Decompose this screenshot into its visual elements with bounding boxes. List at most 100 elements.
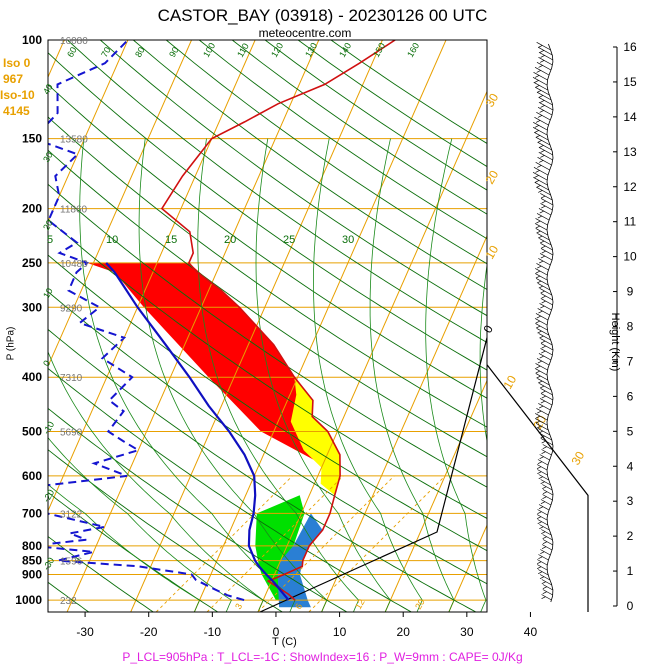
wind-barb (536, 564, 548, 571)
wind-barb-feather (542, 486, 547, 490)
height-label: 232 (60, 596, 77, 607)
wind-barb (540, 298, 553, 306)
height-label: 7310 (60, 373, 83, 384)
wind-barb (534, 181, 549, 191)
isotherm-slant-label: 0 (480, 322, 496, 335)
wind-barb-feather (535, 120, 541, 123)
wind-barb (538, 51, 554, 61)
isotherm-slant-label: 30 (568, 449, 587, 468)
dry-adiabat-line (48, 40, 348, 612)
wind-barb-feather (534, 80, 539, 83)
wind-barb (536, 278, 549, 286)
x-tick-label: 30 (460, 625, 474, 639)
wind-barb (539, 303, 552, 311)
wind-barb (536, 213, 550, 221)
wind-barb (537, 559, 548, 566)
wind-barb-feather (538, 571, 543, 575)
wind-barb (540, 243, 553, 251)
dry-adiabat-line (48, 40, 487, 612)
iso-minus10-value: 4145 (3, 104, 30, 118)
moist-adiabat-line (369, 138, 455, 612)
wind-barb (534, 273, 548, 281)
wind-barb-feather (540, 481, 545, 485)
wind-barb-feather (542, 541, 548, 545)
km-tick-label: 14 (623, 110, 637, 124)
wind-barb-feather (540, 100, 545, 103)
wind-barb-feather (536, 185, 541, 188)
wind-barb (538, 474, 549, 481)
isotherm-line (66, 40, 320, 612)
wind-barb-feather (537, 360, 542, 364)
dry-adiabat-line (48, 40, 487, 612)
wind-barb (534, 116, 549, 126)
wind-barb (537, 378, 550, 386)
wind-barb-feather (540, 551, 545, 555)
dry-adiabat-label: 150 (371, 41, 387, 59)
height-label: 1596 (60, 557, 83, 568)
wind-barb-feather (542, 586, 548, 590)
wind-barb-feather (541, 345, 546, 349)
height-label: 13580 (60, 135, 88, 146)
wind-barb-feather (536, 566, 542, 570)
km-tick-label: 13 (623, 145, 637, 159)
wind-barb (539, 574, 551, 581)
dry-adiabat-line (48, 40, 154, 612)
km-tick-label: 16 (623, 40, 637, 54)
wind-barb (540, 338, 553, 346)
wind-barb-feather (541, 546, 547, 550)
wind-barb (534, 66, 550, 76)
km-tick-label: 15 (623, 75, 637, 89)
wind-barb (536, 263, 549, 271)
pressure-tick-label: 500 (22, 425, 42, 439)
wind-barb-feather (540, 155, 545, 158)
wind-barb-feather (534, 125, 539, 128)
wind-barb (537, 91, 552, 101)
wind-barb (542, 484, 553, 491)
isotherm-line (0, 40, 1, 612)
wind-barb-feather (535, 275, 541, 279)
wind-barb-feather (540, 290, 545, 294)
dry-adiabat-label: 70 (99, 45, 113, 59)
isotherm-slant-label: 10 (500, 373, 519, 392)
km-tick-label: 0 (627, 599, 634, 613)
wind-barb (542, 534, 553, 541)
dry-adiabat-label: 0 (41, 359, 52, 368)
wind-barb (536, 61, 552, 71)
dry-adiabat-line (133, 40, 487, 612)
isotherm-line (257, 40, 487, 612)
wind-barb-feather (538, 310, 543, 314)
dry-adiabat-label: 30 (41, 150, 55, 164)
moist-adiabat-label: 15 (165, 234, 177, 246)
wind-barb (535, 136, 551, 146)
x-tick-label: -20 (140, 625, 158, 639)
wind-barb-feather (536, 315, 541, 319)
mixing-ratio-label: 3 (233, 602, 244, 611)
wind-barb (532, 126, 548, 136)
wind-barb-feather (539, 145, 544, 148)
wind-barb (538, 258, 551, 266)
wind-barb-feather (538, 476, 543, 480)
wind-barb (538, 101, 554, 111)
wind-barb-feather (540, 340, 546, 344)
wind-barb-feather (538, 65, 543, 68)
wind-barb (535, 161, 550, 171)
wind-barb-feather (538, 405, 544, 409)
wind-barb (539, 383, 552, 391)
dry-adiabat-label: 160 (405, 41, 421, 59)
wind-barb-feather (537, 521, 542, 525)
wind-barb (536, 514, 548, 521)
wind-barbs (532, 41, 554, 603)
wind-barb-feather (541, 205, 546, 209)
wind-barb-feather (541, 596, 546, 600)
wind-barb (537, 509, 548, 516)
mixing-ratio-label: 6 (293, 602, 304, 611)
pressure-tick-label: 300 (22, 300, 42, 314)
km-tick-label: 1 (627, 564, 634, 578)
moist-adiabat-line (255, 138, 391, 612)
pressure-tick-label: 850 (22, 554, 42, 568)
wind-barb-feather (537, 330, 542, 334)
wind-barb-feather (539, 526, 544, 530)
wind-barb-feather (539, 50, 545, 53)
dry-adiabat-label: -10 (41, 420, 56, 436)
dry-adiabat-label: -30 (41, 556, 56, 572)
